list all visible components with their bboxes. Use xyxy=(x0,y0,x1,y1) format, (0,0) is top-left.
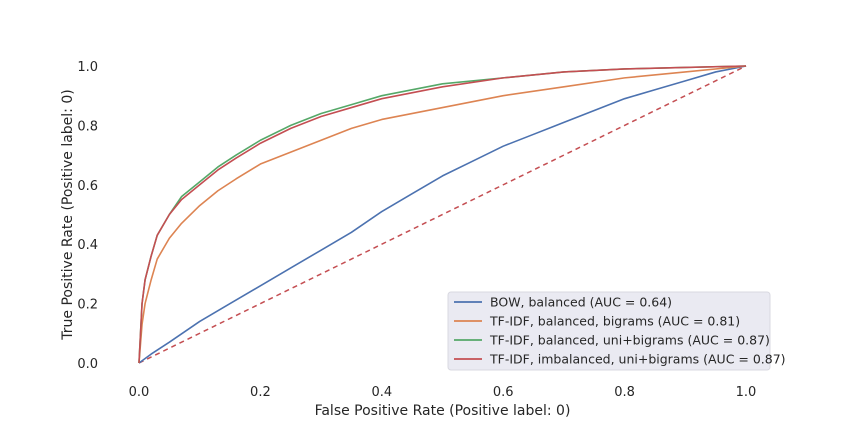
legend-box xyxy=(447,291,771,371)
legend-entry: TF-IDF, balanced, bigrams (AUC = 0.81) xyxy=(489,314,740,329)
roc-curve-series-1 xyxy=(138,65,747,364)
x-tick-label: 0.8 xyxy=(614,385,635,400)
legend: BOW, balanced (AUC = 0.64) TF-IDF, balanc… xyxy=(447,291,786,371)
y-axis-label: True Positive Rate (Positive label: 0) xyxy=(60,89,76,340)
x-axis-label: False Positive Rate (Positive label: 0) xyxy=(315,403,571,419)
x-tick-label: 1.0 xyxy=(736,385,757,400)
x-tick-label: 0.2 xyxy=(250,385,271,400)
legend-entry: TF-IDF, imbalanced, uni+bigrams (AUC = 0… xyxy=(489,352,786,367)
y-tick-label: 0.8 xyxy=(77,119,98,134)
roc-curve-series-2 xyxy=(138,65,747,364)
y-tick-label: 0.0 xyxy=(77,357,98,372)
y-tick-label: 0.6 xyxy=(77,179,98,194)
roc-curves xyxy=(138,65,747,364)
y-tick-label: 0.4 xyxy=(77,238,98,253)
legend-entry: BOW, balanced (AUC = 0.64) xyxy=(490,295,672,310)
tick-labels: 0.0 0.2 0.4 0.6 0.8 1.0 0.0 0.2 0.4 0.6 0.8 1.0 xyxy=(77,60,756,400)
x-tick-label: 0.4 xyxy=(371,385,392,400)
y-tick-label: 1.0 xyxy=(77,60,98,75)
roc-curve-series-4 xyxy=(138,65,747,364)
y-tick-label: 0.2 xyxy=(77,298,98,313)
x-tick-label: 0.6 xyxy=(493,385,514,400)
chance-reference-line xyxy=(138,65,747,364)
legend-entry: TF-IDF, balanced, uni+bigrams (AUC = 0.8… xyxy=(489,333,770,348)
x-tick-label: 0.0 xyxy=(129,385,150,400)
